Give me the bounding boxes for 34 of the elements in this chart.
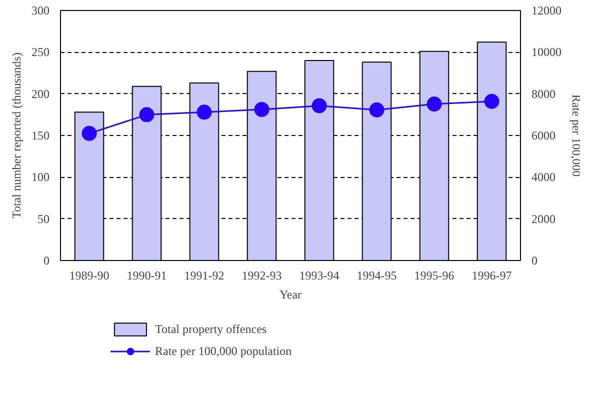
x-tick-label: 1990-91 (126, 268, 167, 282)
x-tick-label: 1993-94 (299, 268, 340, 282)
point (139, 107, 154, 122)
x-tick-label: 1995-96 (414, 268, 454, 282)
x-tick-label: 1996-97 (472, 268, 512, 282)
point (312, 98, 327, 114)
y2-tick-label: 6000 (532, 128, 556, 142)
y-tick-label: 250 (32, 45, 50, 60)
y-tick-label: 200 (32, 86, 50, 101)
y2-tick-label: 10000 (532, 45, 562, 60)
point (82, 126, 97, 141)
y2-tick-label: 8000 (532, 86, 556, 101)
x-axis-title: Year (279, 288, 302, 302)
y2-tick-label: 2000 (532, 212, 556, 226)
y-tick-label: 100 (32, 170, 50, 184)
y-tick-label: 0 (44, 254, 50, 268)
point (426, 96, 442, 112)
y2-tick-label: 12000 (532, 4, 562, 18)
point (254, 102, 270, 117)
y2-tick-label: 0 (532, 254, 538, 268)
x-tick-label: 1991-92 (184, 268, 224, 282)
y-tick-label: 50 (38, 212, 50, 226)
x-tick-label: 1994-95 (356, 268, 397, 282)
point (196, 104, 212, 120)
x-tick-label: 1992-93 (242, 268, 282, 282)
y-tick-label: 300 (32, 4, 50, 18)
legend-label: Rate per 100,000 population (155, 343, 292, 359)
legend-label: Total property offences (155, 321, 267, 337)
x-tick-label: 1989-90 (69, 268, 110, 282)
y2-tick-label: 4000 (532, 170, 556, 184)
point (369, 102, 384, 118)
point (484, 94, 500, 109)
y-tick-label: 150 (32, 128, 50, 142)
y-axis-title: Total number reported (thousands) (10, 52, 24, 219)
